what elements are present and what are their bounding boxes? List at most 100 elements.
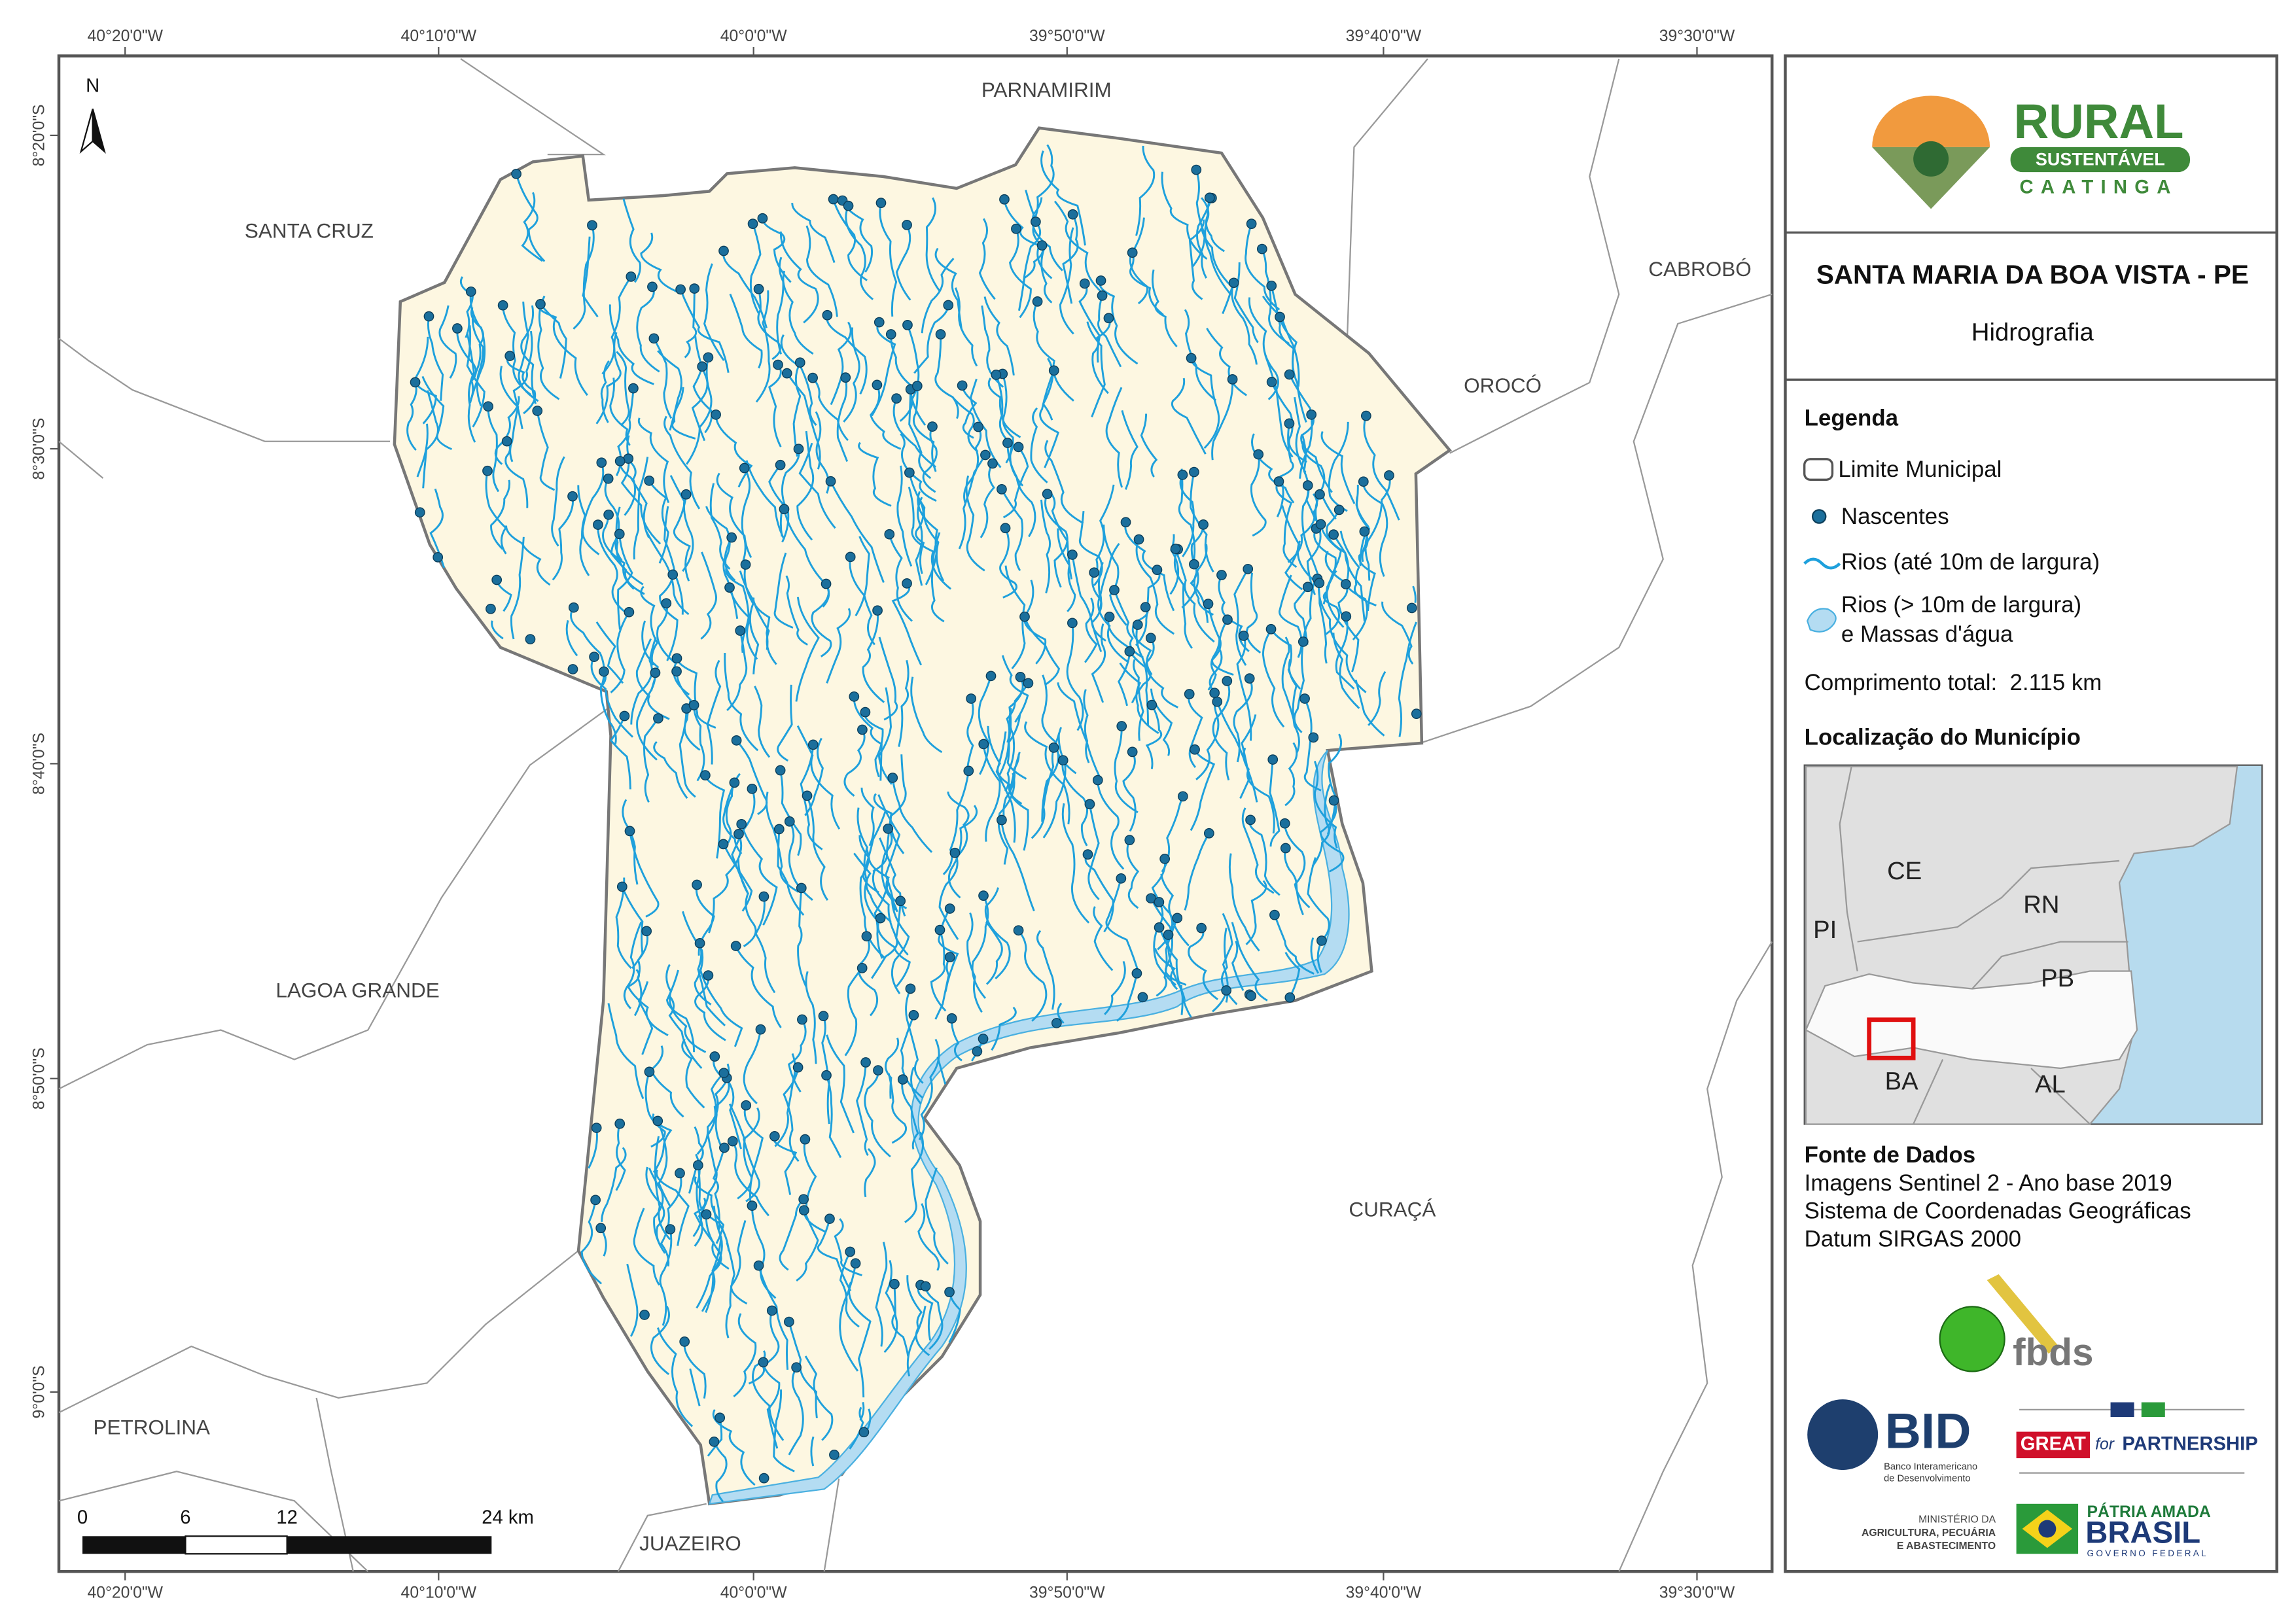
north-label: N bbox=[86, 75, 99, 96]
spring bbox=[987, 458, 998, 469]
spring bbox=[1221, 985, 1232, 996]
stream bbox=[595, 332, 622, 425]
sources-title: Fonte de Dados bbox=[1805, 1142, 1975, 1168]
spring bbox=[739, 462, 750, 474]
stream bbox=[999, 527, 1017, 599]
spring bbox=[587, 220, 597, 231]
stream bbox=[848, 1282, 872, 1398]
logo-tree bbox=[1913, 141, 1949, 177]
stream bbox=[1245, 572, 1262, 654]
stream bbox=[891, 777, 933, 853]
great-text: GREAT bbox=[2021, 1434, 2086, 1455]
stream bbox=[728, 1104, 752, 1200]
stream bbox=[745, 460, 785, 540]
stream bbox=[874, 879, 890, 959]
spring bbox=[1145, 633, 1156, 644]
stream bbox=[704, 775, 726, 859]
stream bbox=[879, 202, 898, 317]
stream bbox=[1066, 623, 1084, 731]
spring bbox=[978, 739, 989, 750]
stream bbox=[858, 442, 892, 507]
stream bbox=[471, 314, 484, 407]
stream bbox=[615, 506, 644, 585]
longitude-label: 40°10'0"W bbox=[401, 27, 477, 45]
spring bbox=[773, 359, 783, 370]
stream bbox=[917, 1284, 934, 1341]
stream bbox=[1023, 616, 1060, 686]
stream bbox=[768, 364, 782, 447]
stream bbox=[891, 582, 922, 666]
spring bbox=[807, 739, 819, 750]
scale-label: 12 bbox=[276, 1507, 298, 1528]
spring bbox=[497, 300, 508, 311]
stream bbox=[597, 525, 627, 614]
spring bbox=[1032, 296, 1043, 307]
stream bbox=[688, 1126, 704, 1194]
spring bbox=[858, 1427, 870, 1438]
spring bbox=[885, 329, 896, 340]
stream bbox=[1006, 443, 1036, 538]
spring bbox=[1132, 620, 1143, 630]
stream bbox=[800, 744, 823, 850]
stream bbox=[925, 1286, 944, 1350]
spring bbox=[1359, 526, 1370, 537]
state-label: PB bbox=[2041, 964, 2074, 992]
stream bbox=[804, 737, 824, 816]
spring bbox=[652, 1115, 663, 1126]
spring bbox=[978, 890, 989, 901]
spring bbox=[802, 790, 813, 801]
state-label: PI bbox=[1813, 916, 1837, 944]
stream bbox=[892, 398, 937, 468]
spring bbox=[758, 1473, 769, 1484]
stream bbox=[1192, 169, 1206, 268]
latitude-label: 8°30'0"S bbox=[30, 418, 48, 480]
stream bbox=[657, 350, 682, 431]
spring bbox=[840, 372, 851, 383]
stream bbox=[735, 945, 782, 1028]
stream bbox=[1222, 913, 1233, 1003]
stream bbox=[1262, 633, 1285, 728]
spring bbox=[486, 603, 496, 614]
stream bbox=[710, 1072, 726, 1153]
spring bbox=[639, 1310, 650, 1320]
stream bbox=[733, 1313, 757, 1397]
stream bbox=[925, 1167, 949, 1265]
spring bbox=[671, 666, 682, 677]
spring bbox=[1384, 470, 1394, 481]
spring bbox=[1127, 247, 1138, 258]
spring bbox=[997, 484, 1007, 495]
stream bbox=[640, 232, 677, 292]
spring bbox=[821, 1070, 832, 1081]
spring bbox=[1302, 480, 1313, 491]
logo-region: CAATINGA bbox=[2020, 177, 2178, 198]
stream bbox=[766, 792, 800, 893]
spring bbox=[758, 891, 769, 902]
spring bbox=[1184, 689, 1195, 699]
stream bbox=[853, 852, 892, 923]
stream bbox=[1273, 915, 1315, 975]
spring bbox=[1067, 550, 1078, 560]
spring bbox=[452, 323, 463, 334]
stream bbox=[970, 378, 1002, 468]
stream bbox=[864, 1070, 891, 1158]
stream bbox=[422, 390, 439, 489]
stream bbox=[590, 656, 634, 738]
boundary bbox=[460, 58, 606, 156]
stream bbox=[1057, 528, 1076, 612]
spring bbox=[1082, 849, 1093, 860]
spring bbox=[1341, 611, 1352, 622]
spring bbox=[648, 333, 660, 344]
legend-icon-spring bbox=[1811, 509, 1827, 524]
logo-land bbox=[1872, 147, 1990, 209]
stream bbox=[1332, 633, 1360, 709]
spring bbox=[726, 532, 737, 543]
stream bbox=[891, 897, 910, 994]
spring bbox=[1191, 164, 1202, 175]
spring bbox=[747, 783, 758, 794]
stream bbox=[1231, 940, 1245, 991]
spring bbox=[1308, 732, 1319, 743]
stream bbox=[1245, 223, 1280, 311]
spring bbox=[595, 1223, 607, 1234]
stream bbox=[1196, 198, 1213, 279]
spring bbox=[800, 1134, 811, 1145]
